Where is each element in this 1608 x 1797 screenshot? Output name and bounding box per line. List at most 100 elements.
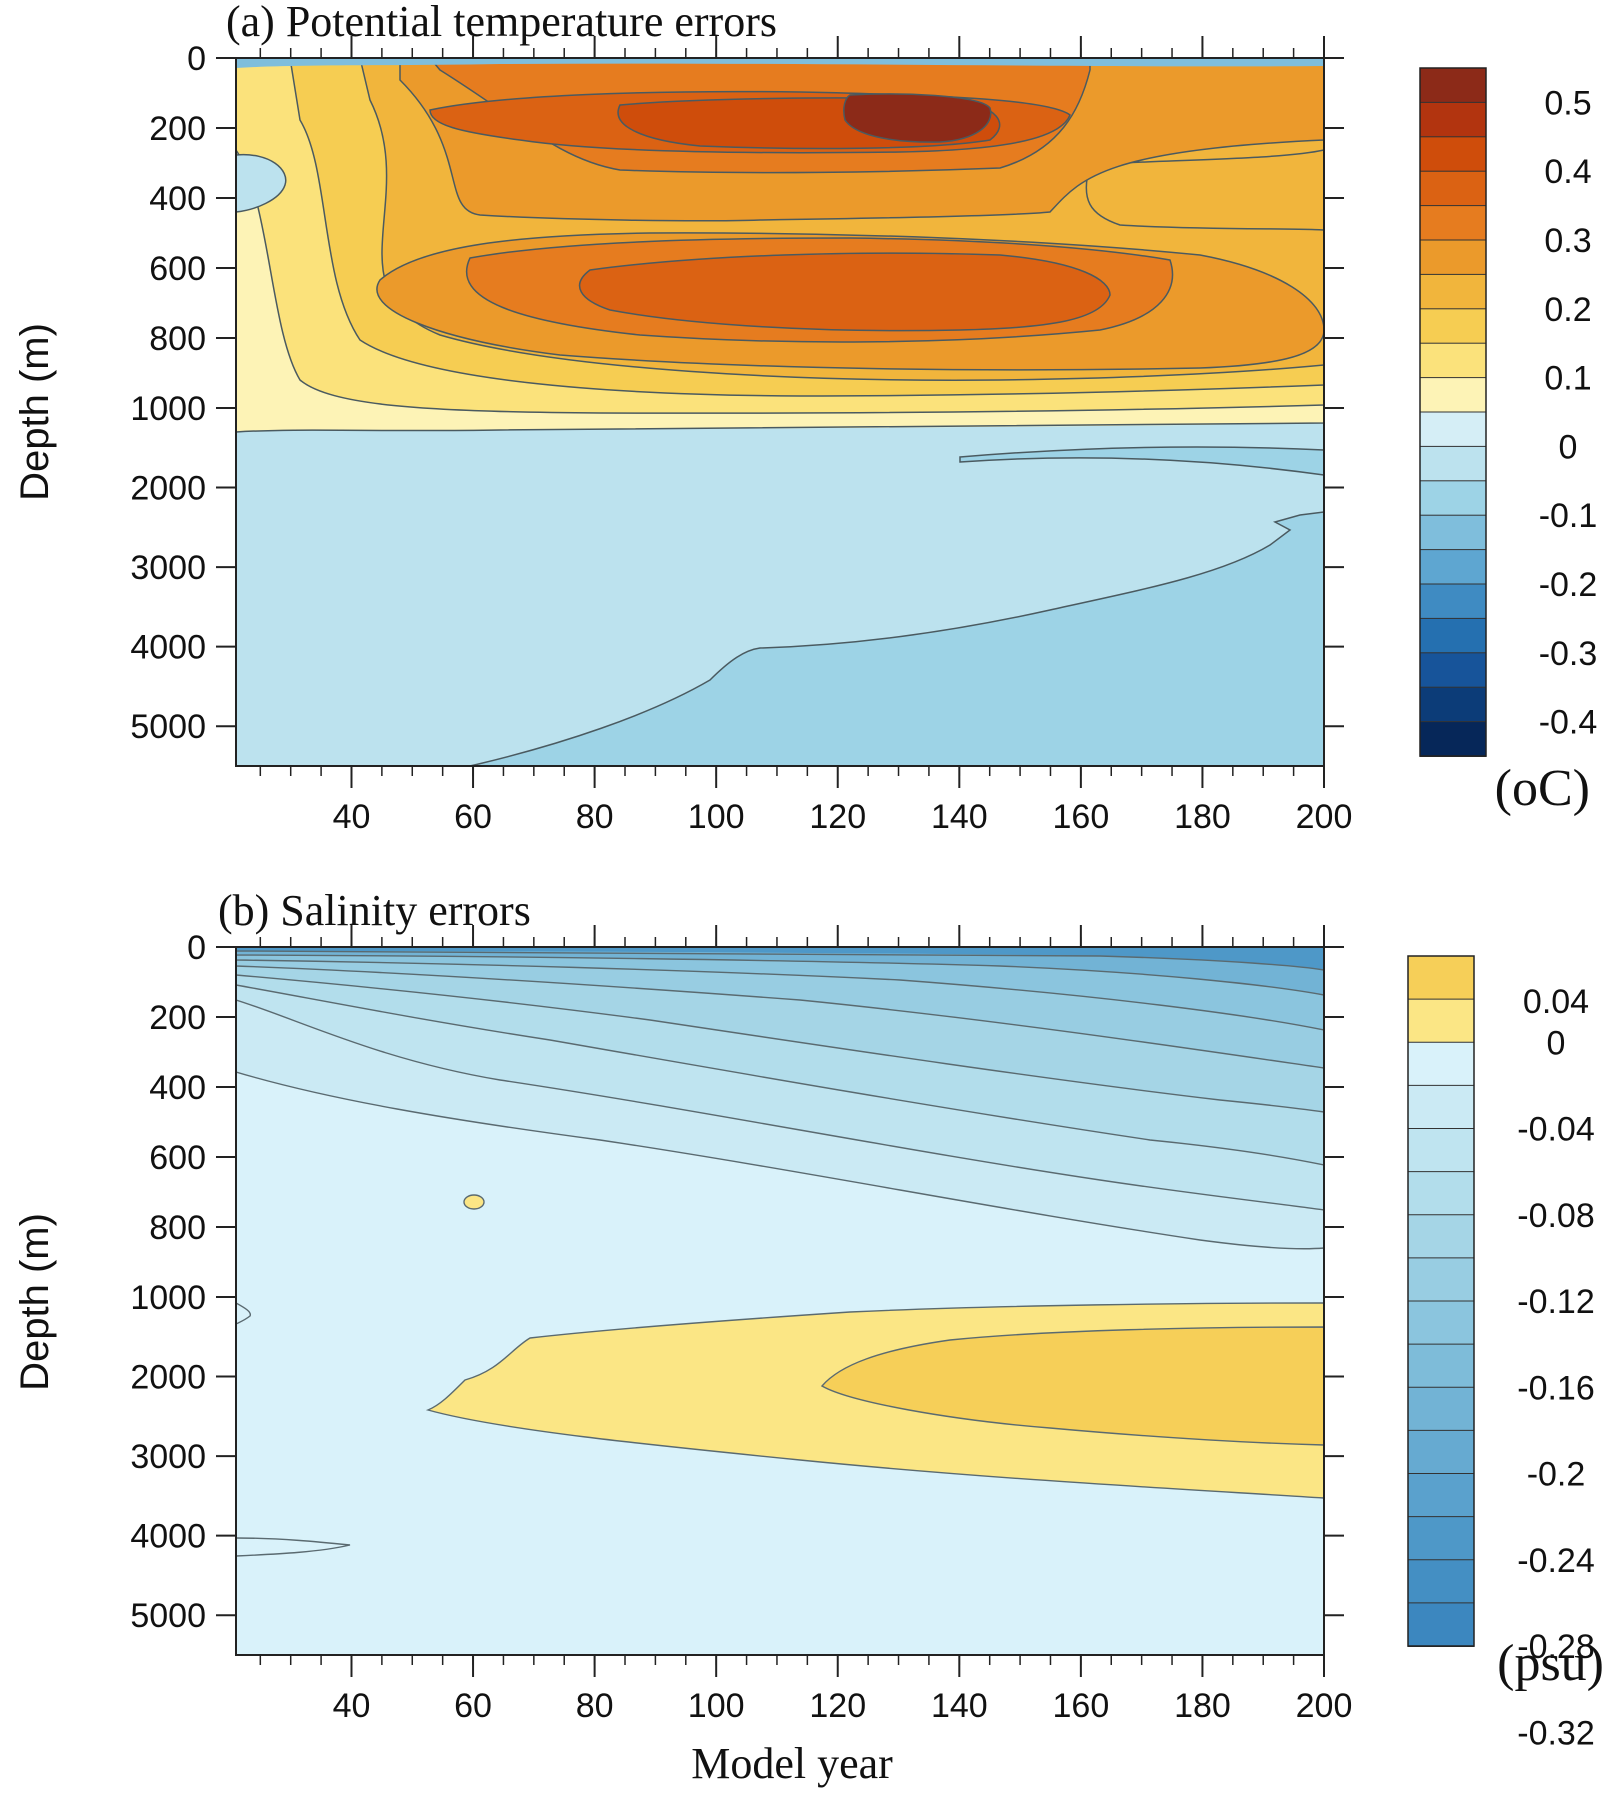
y-tick-label: 5000 (130, 1597, 206, 1635)
colorbar-segment (1419, 377, 1487, 414)
x-tick-label: 160 (1053, 798, 1110, 836)
y-tick-label: 0 (187, 929, 206, 967)
x-tick-label: 80 (576, 798, 614, 836)
y-tick-label: 400 (149, 1069, 206, 1107)
colorbar-label: 0.3 (1544, 222, 1591, 260)
colorbar-segment (1419, 308, 1487, 345)
colorbar-segment (1407, 1386, 1475, 1432)
panel-a-frame (235, 57, 1325, 767)
colorbar-segment (1419, 686, 1487, 723)
colorbar-segment (1419, 101, 1487, 138)
colorbar-segment (1407, 1602, 1475, 1647)
colorbar-segment (1419, 445, 1487, 482)
panel-a-colorbar: 0.5 0.4 0.3 0.2 0.1 0 -0.1 -0.2 -0.3 -0.4 (1419, 67, 1598, 757)
colorbar-label: -0.4 (1539, 704, 1598, 742)
y-tick-label: 1000 (130, 390, 206, 428)
colorbar-label: 0 (1559, 428, 1578, 466)
panel-a-surface-strip (236, 58, 1324, 68)
colorbar-label: -0.2 (1527, 1456, 1586, 1494)
colorbar-label: -0.2 (1539, 566, 1598, 604)
x-tick-label: 80 (576, 1687, 614, 1725)
x-tick-label: 160 (1053, 1687, 1110, 1725)
y-tick-label: 4000 (130, 1518, 206, 1556)
panel-a-y-axis: 0 200 400 600 800 1000 2000 3000 4000 5000 (130, 40, 1344, 746)
x-tick-label: 180 (1174, 1687, 1231, 1725)
x-tick-label: 180 (1174, 798, 1231, 836)
colorbar-segment (1419, 170, 1487, 207)
panel-b-ylabel: Depth (m) (13, 1213, 57, 1391)
panel-a-region-deep-mid (959, 446, 1324, 476)
panel-a-unit-label: (oC) (1495, 760, 1590, 817)
x-tick-label: 120 (809, 798, 866, 836)
colorbar-label: -0.04 (1517, 1111, 1595, 1149)
colorbar-label: 0.4 (1544, 153, 1591, 191)
colorbar-segment (1419, 205, 1487, 242)
colorbar-segment (1419, 617, 1487, 654)
panel-a-x-axis: 40 60 80 100 120 140 160 180 200 (259, 36, 1353, 836)
x-tick-label: 100 (688, 1687, 745, 1725)
y-tick-label: 600 (149, 1139, 206, 1177)
y-tick-label: 5000 (130, 708, 206, 746)
colorbar-segment (1407, 1257, 1475, 1302)
colorbar-segment (1419, 549, 1487, 585)
x-tick-label: 200 (1296, 798, 1353, 836)
x-tick-label: 200 (1296, 1687, 1353, 1725)
panel-a: (a) Potential temperature errors 0200400… (13, 0, 1597, 836)
colorbar-label: -0.3 (1539, 635, 1598, 673)
y-tick-label: 3000 (130, 1438, 206, 1476)
colorbar-segment (1407, 1473, 1475, 1518)
panel-b-layer-7 (236, 947, 1324, 996)
colorbar-label: -0.32 (1517, 1714, 1595, 1752)
panel-b-frame (235, 946, 1325, 1656)
colorbar-segment (1419, 273, 1487, 310)
colorbar-segment (1407, 955, 1475, 1001)
x-tick-label: 40 (333, 798, 371, 836)
x-tick-label: 60 (454, 798, 492, 836)
colorbar-segment (1419, 342, 1487, 379)
panel-b-y-axis: 0 200 400 600 800 1000 2000 3000 4000 5000 (130, 929, 1344, 1635)
colorbar-segment (1407, 1559, 1475, 1604)
colorbar-frame (1407, 955, 1475, 1647)
panel-a-region-deep-late (469, 511, 1324, 766)
y-tick-label: 0 (187, 40, 206, 78)
panel-b: (b) Salinity errors 02004006008001000200… (13, 886, 1604, 1788)
colorbar-segment (1419, 652, 1487, 689)
panel-a-ylabel: Depth (m) (13, 323, 57, 501)
colorbar-segment (1407, 1214, 1475, 1259)
panel-a-title: (a) Potential temperature errors (226, 0, 777, 46)
colorbar-segment (1407, 1343, 1475, 1389)
colorbar-segment (1419, 721, 1487, 757)
y-tick-label: 2000 (130, 1359, 206, 1397)
colorbar-segment (1419, 67, 1487, 104)
y-tick-label: 800 (149, 320, 206, 358)
panel-b-x-axis: 40 60 80 100 120 140 160 180 200 (259, 925, 1353, 1725)
y-tick-label: 2000 (130, 470, 206, 508)
x-tick-label: 100 (688, 798, 745, 836)
colorbar-label: 0 (1547, 1024, 1566, 1062)
panel-a-band-0.4 (429, 90, 1111, 332)
x-tick-label: 140 (931, 798, 988, 836)
colorbar-label: 0.1 (1544, 360, 1591, 398)
y-tick-label: 600 (149, 250, 206, 288)
x-tick-label: 120 (809, 1687, 866, 1725)
colorbar-segment (1419, 239, 1487, 276)
y-tick-label: 200 (149, 999, 206, 1037)
y-tick-label: 400 (149, 180, 206, 218)
panel-a-field (236, 58, 1324, 766)
panel-b-small-pocket-2 (236, 1302, 252, 1325)
y-tick-label: 4000 (130, 629, 206, 667)
y-tick-label: 200 (149, 110, 206, 148)
x-tick-label: 60 (454, 1687, 492, 1725)
panel-a-band-0.5 (843, 93, 992, 143)
colorbar-segment (1407, 1516, 1475, 1561)
y-tick-label: 800 (149, 1209, 206, 1247)
x-tick-label: 40 (333, 1687, 371, 1725)
colorbar-label: -0.28 (1517, 1628, 1595, 1666)
panel-b-unit-label: (psu) (1497, 1635, 1604, 1692)
y-tick-label: 3000 (130, 549, 206, 587)
colorbar-segment (1407, 1084, 1475, 1130)
colorbar-segment (1419, 136, 1487, 173)
colorbar-segment (1407, 1300, 1475, 1346)
colorbar-label: -0.24 (1517, 1542, 1595, 1580)
